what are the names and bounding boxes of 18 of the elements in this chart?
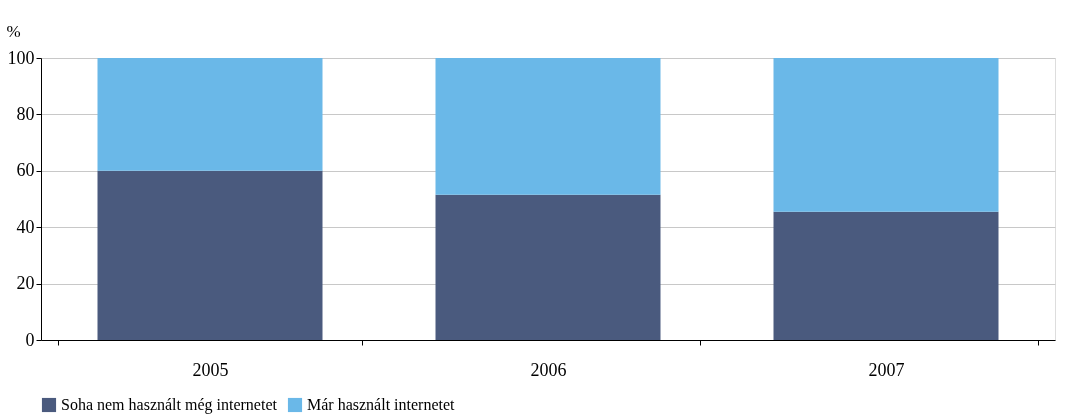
bar — [97, 58, 323, 171]
x-tick-label: 2005 — [192, 359, 229, 380]
bar — [435, 194, 661, 340]
x-tick-label: 2006 — [530, 359, 567, 380]
legend-label: Már használt internetet — [307, 396, 456, 413]
x-tick-label: 2007 — [868, 359, 905, 380]
bar — [773, 58, 999, 212]
y-tick-label: 40 — [16, 216, 35, 237]
y-tick-label: 100 — [7, 47, 35, 68]
legend-label: Soha nem használt még internetet — [61, 396, 278, 414]
y-tick-label: 60 — [16, 160, 35, 181]
bar — [773, 211, 999, 340]
y-tick-label: 20 — [16, 273, 35, 294]
y-tick-label: 0 — [25, 329, 35, 350]
bar — [435, 58, 661, 195]
y-tick-label: 80 — [16, 103, 35, 124]
y-axis-title: % — [6, 21, 21, 41]
bar — [97, 170, 323, 340]
